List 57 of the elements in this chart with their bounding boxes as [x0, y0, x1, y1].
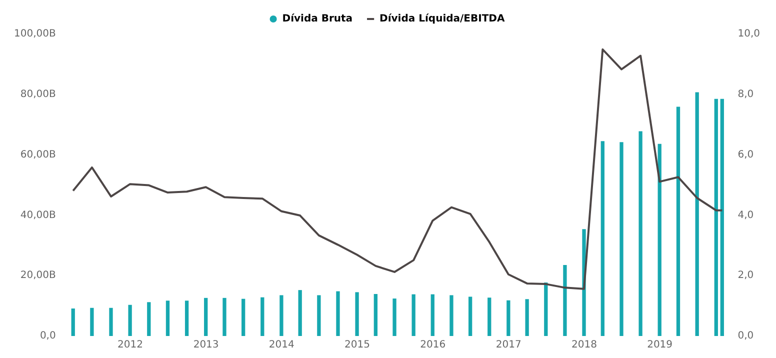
bar — [676, 106, 680, 336]
bar — [204, 298, 208, 336]
bar — [90, 308, 94, 336]
x-tick-label: 2019 — [647, 340, 673, 351]
bar — [109, 308, 113, 336]
x-tick-label: 2012 — [118, 340, 143, 351]
y-tick-label: 100,00B — [14, 28, 56, 40]
y2-tick-label: 0,0 — [738, 330, 754, 342]
bar — [298, 290, 302, 336]
bar — [506, 300, 510, 336]
bar — [720, 98, 724, 336]
bar — [392, 298, 396, 336]
bar — [71, 308, 75, 336]
y-tick-label: 0,0 — [40, 330, 56, 342]
bar — [242, 298, 246, 336]
bar — [280, 295, 284, 336]
bar — [147, 302, 151, 336]
y2-tick-label: 6,0 — [738, 149, 754, 160]
legend-label: Dívida Líquida/EBITDA — [380, 14, 505, 25]
y2-tick-label: 10,0 — [738, 28, 760, 40]
bar — [184, 300, 189, 336]
bar — [374, 294, 378, 336]
y2-tick-label: 4,0 — [738, 210, 754, 221]
bar — [336, 291, 340, 336]
x-tick-label: 2013 — [193, 340, 219, 351]
bar — [430, 294, 434, 336]
y2-tick-label: 8,0 — [738, 88, 754, 100]
x-tick-label: 2015 — [344, 340, 370, 351]
bar — [128, 304, 132, 336]
bar — [620, 142, 624, 336]
bar — [260, 297, 264, 336]
bar — [468, 296, 472, 336]
bar — [488, 298, 492, 336]
bar — [355, 292, 359, 336]
bar — [317, 295, 321, 336]
legend-label: Dívida Bruta — [282, 14, 353, 25]
bar — [544, 282, 548, 336]
x-tick-label: 2018 — [571, 340, 597, 351]
bar — [450, 295, 454, 336]
y2-tick-label: 2,0 — [738, 270, 754, 282]
bar — [600, 141, 604, 336]
x-tick-label: 2014 — [268, 340, 294, 351]
y-tick-label: 60,00B — [20, 149, 56, 160]
bar — [695, 92, 699, 336]
bar — [222, 298, 226, 336]
bar — [166, 300, 170, 336]
bar — [658, 144, 662, 336]
y-tick-label: 80,00B — [20, 88, 56, 100]
x-tick-label: 2016 — [420, 340, 446, 351]
y-tick-label: 20,00B — [20, 270, 56, 282]
x-tick-label: 2017 — [496, 340, 522, 351]
y-tick-label: 40,00B — [20, 210, 56, 221]
bar — [563, 265, 567, 336]
bar — [525, 299, 529, 336]
bar — [412, 294, 416, 336]
bar — [714, 98, 718, 336]
bar — [638, 131, 642, 336]
